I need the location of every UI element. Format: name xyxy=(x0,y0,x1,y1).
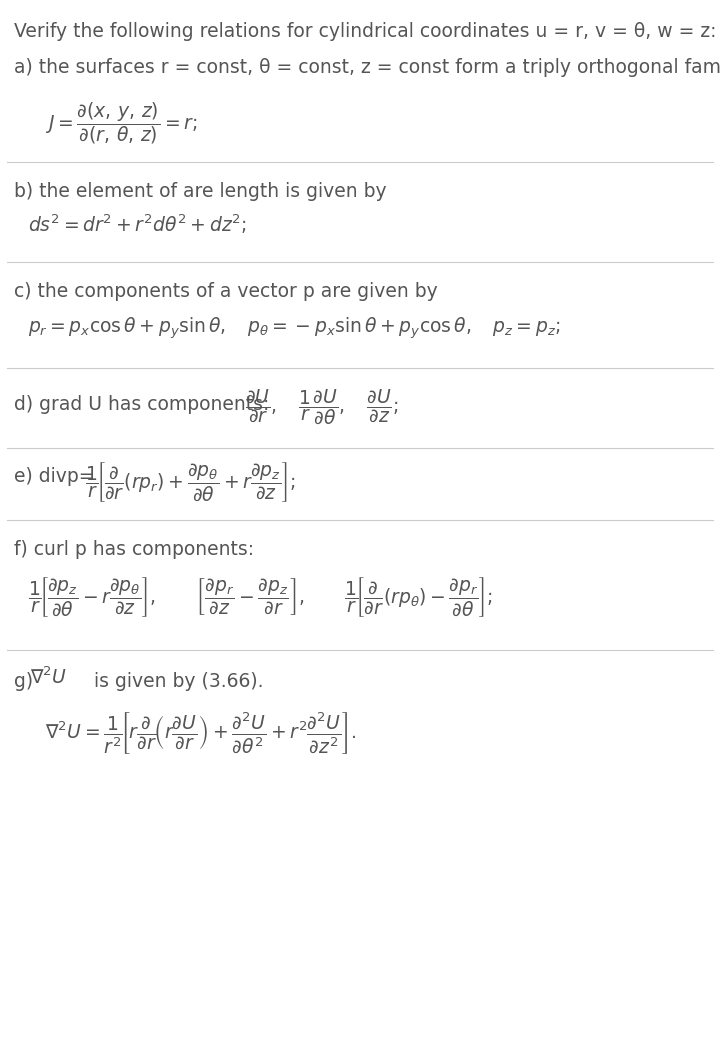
Text: $p_r = p_x\cos\theta + p_y\sin\theta, \quad p_\theta = -p_x\sin\theta + p_y\cos\: $p_r = p_x\cos\theta + p_y\sin\theta, \q… xyxy=(28,315,561,341)
Text: is given by (3.66).: is given by (3.66). xyxy=(88,672,264,691)
Text: b) the element of are length is given by: b) the element of are length is given by xyxy=(14,183,387,202)
Text: $\nabla^2 U$: $\nabla^2 U$ xyxy=(30,666,67,687)
Text: e) divp=: e) divp= xyxy=(14,467,94,486)
Text: $ds^2 = dr^2 + r^2d\theta^2 + dz^2;$: $ds^2 = dr^2 + r^2d\theta^2 + dz^2;$ xyxy=(28,212,247,235)
Text: $\dfrac{1}{r}\!\left[\dfrac{\partial}{\partial r}(rp_r) + \dfrac{\partial p_\the: $\dfrac{1}{r}\!\left[\dfrac{\partial}{\p… xyxy=(85,460,296,503)
Text: g): g) xyxy=(14,672,45,691)
Text: Verify the following relations for cylindrical coordinates u = r, v = θ, w = z:: Verify the following relations for cylin… xyxy=(14,22,716,41)
Text: f) curl p has components:: f) curl p has components: xyxy=(14,540,254,559)
Text: $J = \dfrac{\partial(x,\, y,\, z)}{\partial(r,\, \theta,\, z)} = r;$: $J = \dfrac{\partial(x,\, y,\, z)}{\part… xyxy=(45,100,197,146)
Text: a) the surfaces r = const, θ = const, z = const form a triply orthogonal family,: a) the surfaces r = const, θ = const, z … xyxy=(14,58,720,77)
Text: d) grad U has components:: d) grad U has components: xyxy=(14,395,269,414)
Text: c) the components of a vector p are given by: c) the components of a vector p are give… xyxy=(14,282,438,301)
Text: $\dfrac{1}{r}\!\left[\dfrac{\partial p_z}{\partial \theta} - r\dfrac{\partial p_: $\dfrac{1}{r}\!\left[\dfrac{\partial p_z… xyxy=(28,575,493,618)
Text: $\dfrac{\partial U}{\partial r},\quad \dfrac{1}{r}\dfrac{\partial U}{\partial \t: $\dfrac{\partial U}{\partial r},\quad \d… xyxy=(245,388,398,427)
Text: $\nabla^2 U = \dfrac{1}{r^2}\!\left[r\dfrac{\partial}{\partial r}\!\left(r\dfrac: $\nabla^2 U = \dfrac{1}{r^2}\!\left[r\df… xyxy=(45,710,356,756)
